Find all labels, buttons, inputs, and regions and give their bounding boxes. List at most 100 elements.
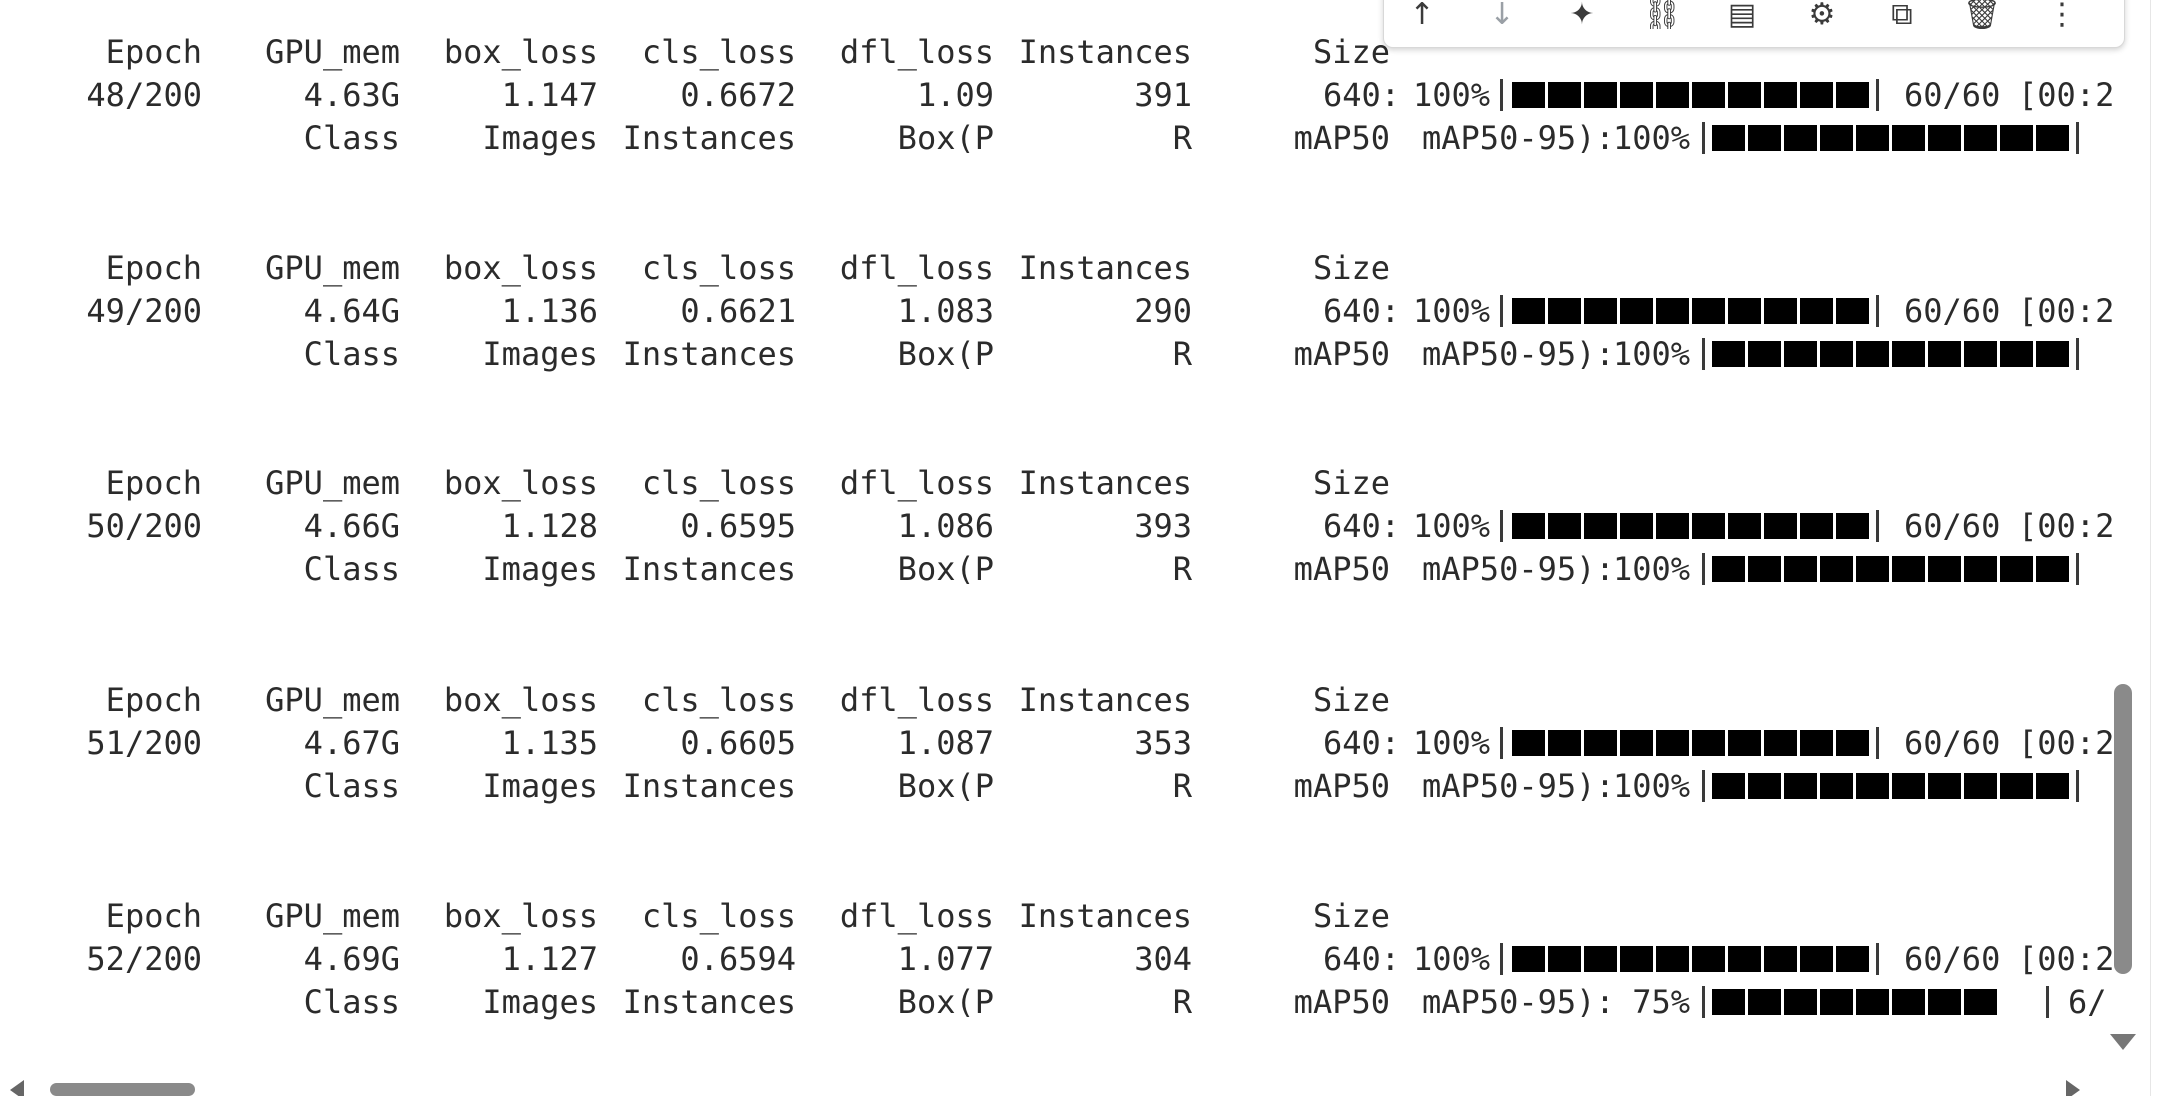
size-value: 640: bbox=[1322, 940, 1400, 978]
progress-block bbox=[1620, 82, 1653, 108]
progress-bar-divider bbox=[2076, 338, 2079, 370]
size-value: 640: bbox=[1322, 292, 1400, 330]
vertical-scrollbar-thumb[interactable] bbox=[2114, 684, 2132, 974]
more-options-icon[interactable]: ⋮ bbox=[2047, 0, 2077, 32]
progress-block bbox=[1656, 730, 1689, 756]
progress-block bbox=[1548, 946, 1581, 972]
val-column-header: Images bbox=[482, 983, 598, 1021]
train-batch-count: 60/60 bbox=[1904, 724, 2001, 762]
column-header: Size bbox=[1312, 897, 1390, 935]
val-map50-95-label: mAP50-95): bbox=[1422, 335, 1615, 373]
progress-block bbox=[1728, 730, 1761, 756]
epoch-value: 51/200 bbox=[86, 724, 202, 762]
progress-block bbox=[1800, 513, 1833, 539]
gpu-mem-value: 4.66G bbox=[303, 507, 400, 545]
progress-block bbox=[1928, 773, 1961, 799]
val-progress-bar bbox=[1712, 125, 2069, 151]
move-up-icon[interactable]: ↑ bbox=[1409, 0, 1435, 32]
val-column-header: Images bbox=[482, 767, 598, 805]
val-column-header: Box(P bbox=[897, 550, 994, 588]
val-column-header: Instances bbox=[622, 550, 796, 588]
column-header: GPU_mem bbox=[265, 681, 400, 719]
progress-block bbox=[1548, 298, 1581, 324]
column-header: box_loss bbox=[443, 33, 598, 71]
scroll-down-arrow-icon[interactable] bbox=[2110, 1034, 2136, 1050]
progress-block bbox=[1728, 513, 1761, 539]
column-header: Instances bbox=[1018, 464, 1192, 502]
progress-block bbox=[1964, 125, 1997, 151]
progress-block bbox=[1784, 773, 1817, 799]
val-column-header: R bbox=[1172, 767, 1192, 805]
progress-bar-divider bbox=[1702, 553, 1705, 585]
val-column-header: Images bbox=[482, 119, 598, 157]
progress-block bbox=[1584, 730, 1617, 756]
column-header: Epoch bbox=[105, 464, 202, 502]
column-header: dfl_loss bbox=[839, 681, 994, 719]
progress-bar-divider bbox=[1500, 727, 1503, 759]
val-column-header: R bbox=[1172, 983, 1192, 1021]
progress-block bbox=[1512, 513, 1545, 539]
cls-loss-value: 0.6621 bbox=[680, 292, 796, 330]
progress-block bbox=[1784, 125, 1817, 151]
instances-value: 304 bbox=[1134, 940, 1192, 978]
progress-block bbox=[1712, 125, 1745, 151]
progress-block bbox=[1856, 556, 1889, 582]
scroll-left-arrow-icon[interactable] bbox=[10, 1080, 24, 1096]
column-header: box_loss bbox=[443, 681, 598, 719]
progress-block bbox=[2000, 773, 2033, 799]
progress-block bbox=[1712, 341, 1745, 367]
progress-block bbox=[1928, 341, 1961, 367]
progress-block bbox=[1856, 341, 1889, 367]
progress-block bbox=[1820, 989, 1853, 1015]
column-header: cls_loss bbox=[641, 33, 796, 71]
progress-block bbox=[1964, 989, 1997, 1015]
column-header: Epoch bbox=[105, 33, 202, 71]
gemini-sparkle-icon[interactable]: ✦ bbox=[1569, 0, 1595, 32]
train-percent: 100% bbox=[1412, 292, 1490, 330]
train-progress-bar bbox=[1512, 730, 1869, 756]
horizontal-scrollbar-thumb[interactable] bbox=[50, 1083, 195, 1096]
progress-block bbox=[1584, 82, 1617, 108]
progress-block bbox=[1728, 946, 1761, 972]
val-map50-95-label: mAP50-95): bbox=[1422, 983, 1615, 1021]
progress-block bbox=[1692, 513, 1725, 539]
open-in-tab-icon[interactable]: ⧉ bbox=[1891, 0, 1913, 32]
progress-block bbox=[1892, 989, 1925, 1015]
train-percent: 100% bbox=[1412, 724, 1490, 762]
progress-block bbox=[1764, 82, 1797, 108]
progress-block bbox=[1820, 773, 1853, 799]
progress-block bbox=[1584, 946, 1617, 972]
progress-bar-divider bbox=[1500, 943, 1503, 975]
delete-trash-icon[interactable]: 🗑 bbox=[1962, 0, 2002, 32]
epoch-value: 50/200 bbox=[86, 507, 202, 545]
progress-block bbox=[1964, 556, 1997, 582]
progress-block bbox=[1692, 298, 1725, 324]
val-column-header: R bbox=[1172, 119, 1192, 157]
val-column-header: Box(P bbox=[897, 767, 994, 805]
train-header-line: Epoch GPU_mem box_loss cls_loss dfl_loss Inst… bbox=[0, 896, 2100, 936]
progress-block bbox=[1712, 989, 1745, 1015]
progress-block bbox=[1784, 341, 1817, 367]
horizontal-scrollbar[interactable] bbox=[0, 1080, 2110, 1096]
val-column-header: mAP50 bbox=[1293, 767, 1390, 805]
column-header: dfl_loss bbox=[839, 249, 994, 287]
column-header: Instances bbox=[1018, 681, 1192, 719]
val-column-header: Class bbox=[303, 119, 400, 157]
train-header-line: Epoch GPU_mem box_loss cls_loss dfl_loss Inst… bbox=[0, 32, 2100, 72]
scroll-right-arrow-icon[interactable] bbox=[2066, 1080, 2080, 1096]
val-percent: 100% bbox=[1612, 335, 1690, 373]
progress-block bbox=[1620, 513, 1653, 539]
train-progress-bar bbox=[1512, 946, 1869, 972]
move-down-icon[interactable]: ↓ bbox=[1489, 0, 1515, 32]
link-icon[interactable]: ⛓ bbox=[1642, 0, 1682, 32]
train-batch-count: 60/60 bbox=[1904, 940, 2001, 978]
val-percent: 100% bbox=[1612, 767, 1690, 805]
progress-block bbox=[1512, 298, 1545, 324]
settings-gear-icon[interactable]: ⚙ bbox=[1808, 0, 1836, 32]
comment-icon[interactable]: ▤ bbox=[1727, 0, 1757, 32]
column-header: dfl_loss bbox=[839, 464, 994, 502]
gpu-mem-value: 4.64G bbox=[303, 292, 400, 330]
dfl-loss-value: 1.086 bbox=[897, 507, 994, 545]
progress-block bbox=[1748, 125, 1781, 151]
